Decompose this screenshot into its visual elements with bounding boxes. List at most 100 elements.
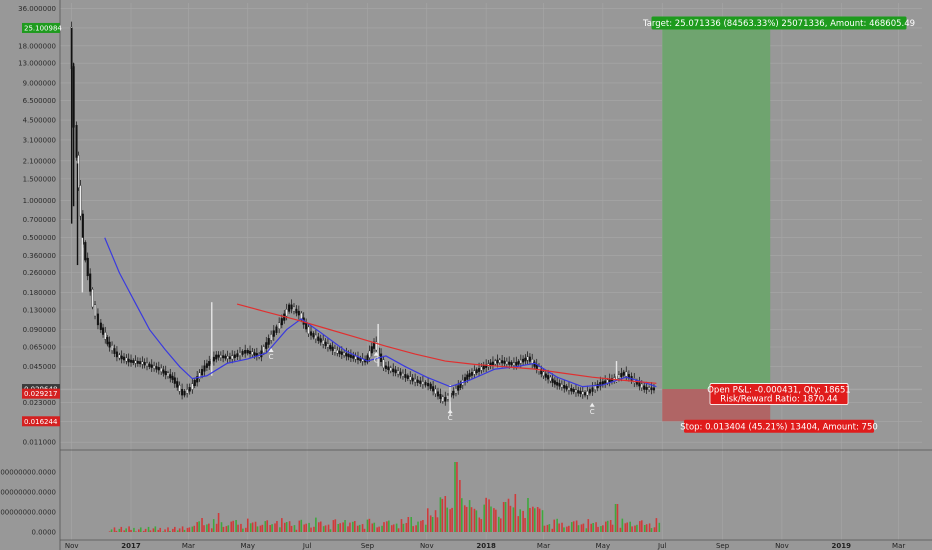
x-tick-label: May xyxy=(241,542,255,550)
volume-bar xyxy=(522,510,524,532)
volume-tick-label: 100000000.0000 xyxy=(0,509,56,517)
volume-bar xyxy=(441,498,444,532)
candle-body xyxy=(565,386,568,390)
candle-body xyxy=(640,383,643,388)
volume-bar xyxy=(639,521,641,532)
candle-body xyxy=(125,357,128,362)
volume-bar xyxy=(454,462,456,532)
candle-body xyxy=(236,353,239,357)
volume-bar xyxy=(256,526,259,532)
volume-bar xyxy=(358,524,361,532)
volume-bar xyxy=(201,518,203,532)
volume-bar xyxy=(178,528,181,532)
candle-body xyxy=(186,389,189,394)
candle-body xyxy=(439,394,442,400)
volume-bar xyxy=(138,529,140,532)
volume-bar xyxy=(410,517,413,532)
candle-body xyxy=(89,273,92,292)
candle-body xyxy=(409,376,412,381)
candle-body xyxy=(384,365,387,369)
candle-body xyxy=(143,362,146,366)
candle-body xyxy=(645,387,648,390)
volume-bar xyxy=(585,528,588,532)
candle-body xyxy=(526,356,529,361)
candle-body xyxy=(411,377,414,382)
volume-bar xyxy=(191,526,194,532)
x-tick-label: Jul xyxy=(657,542,667,550)
volume-bar xyxy=(130,529,132,532)
volume-bar xyxy=(198,521,200,532)
volume-bar xyxy=(196,522,198,532)
volume-bar xyxy=(225,526,228,532)
volume-bar xyxy=(470,507,473,532)
volume-bar xyxy=(468,500,471,532)
volume-bar xyxy=(222,526,225,532)
candle-body xyxy=(547,375,550,380)
candle-body xyxy=(441,396,444,402)
candle-body xyxy=(429,383,432,389)
candle-body xyxy=(208,361,211,366)
volume-bar xyxy=(315,517,317,532)
volume-bar xyxy=(502,502,505,532)
volume-bar xyxy=(463,505,466,532)
price-badge-label: 0.016244 xyxy=(24,418,58,426)
volume-bar xyxy=(264,521,267,532)
candle-body xyxy=(343,352,346,356)
volume-bar xyxy=(566,526,568,532)
volume-bar xyxy=(123,530,126,532)
candle-body xyxy=(563,385,566,389)
candle-body xyxy=(551,378,554,383)
y-tick-label: 13.000000 xyxy=(18,60,56,68)
candle-body xyxy=(505,361,508,365)
volume-bar xyxy=(475,510,478,532)
volume-bar xyxy=(551,528,554,532)
volume-bar xyxy=(381,525,383,532)
volume-bar xyxy=(485,497,487,532)
candle-body xyxy=(226,356,229,359)
volume-bar xyxy=(504,502,507,532)
candle-body xyxy=(205,363,208,368)
volume-bar xyxy=(480,519,483,532)
candle-body xyxy=(414,378,417,383)
y-tick-label: 3.100000 xyxy=(23,136,56,144)
candle-body xyxy=(601,381,604,385)
candle-body xyxy=(150,364,153,368)
candle-body xyxy=(560,384,563,388)
volume-bar xyxy=(172,528,174,532)
y-tick-label: 0.011000 xyxy=(23,439,56,447)
candle-body xyxy=(354,356,357,360)
volume-bar xyxy=(208,523,210,532)
volume-bar xyxy=(169,530,171,532)
candle-body xyxy=(297,310,300,316)
volume-bar xyxy=(251,522,254,532)
volume-bar xyxy=(305,523,307,532)
candle-body xyxy=(617,374,620,379)
volume-bar xyxy=(281,518,283,532)
y-tick-label: 0.045000 xyxy=(23,363,56,371)
candle-body xyxy=(338,350,341,355)
volume-tick-label: 0.0000 xyxy=(32,529,57,537)
candle-body xyxy=(145,362,149,367)
volume-bar xyxy=(590,523,593,532)
sma-long-line xyxy=(236,303,657,384)
grid-lines xyxy=(60,3,922,540)
candle-body xyxy=(275,326,278,333)
volume-bar xyxy=(125,528,127,532)
volume-bar xyxy=(108,531,111,532)
volume-bar xyxy=(154,526,157,532)
volume-bar xyxy=(568,525,570,532)
candle-body xyxy=(278,322,281,330)
volume-bar xyxy=(279,527,281,532)
candle-body xyxy=(132,360,135,364)
candle-body xyxy=(217,354,220,358)
volume-bar xyxy=(641,520,643,532)
candle-body xyxy=(392,368,395,373)
candle-body xyxy=(352,355,355,359)
candle-body xyxy=(470,371,474,376)
volume-bar xyxy=(220,522,223,532)
volume-bar xyxy=(577,525,580,532)
volume-bar xyxy=(449,509,451,532)
